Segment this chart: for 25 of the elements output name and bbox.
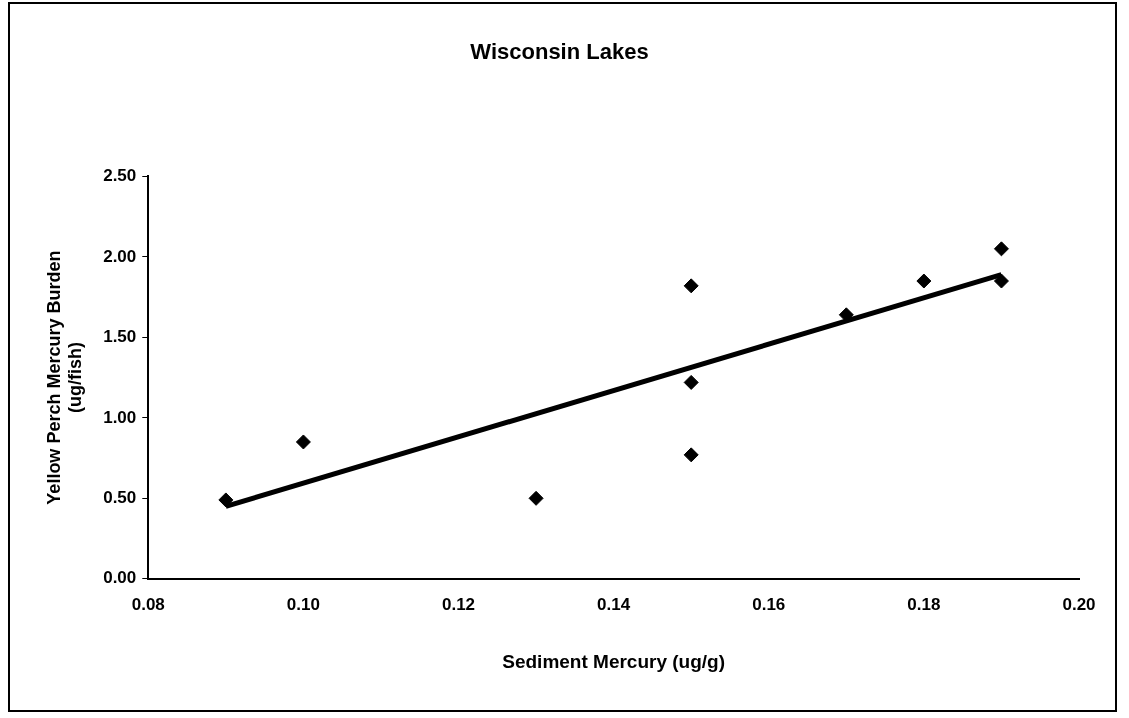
y-tick-label: 2.50 bbox=[103, 166, 137, 186]
y-tick-label: 0.50 bbox=[103, 488, 137, 508]
point bbox=[218, 492, 234, 508]
y-tick-label: 0.00 bbox=[103, 568, 137, 588]
x-tick-label: 0.16 bbox=[752, 594, 786, 614]
x-axis-title: Sediment Mercury (ug/g) bbox=[502, 650, 726, 672]
x-tick-label: 0.18 bbox=[907, 594, 941, 614]
point bbox=[993, 241, 1009, 257]
point bbox=[683, 278, 699, 294]
y-tick-label: 1.00 bbox=[103, 407, 137, 427]
x-tick-label: 0.12 bbox=[441, 594, 476, 614]
point bbox=[993, 273, 1009, 289]
x-tick-label: 0.20 bbox=[1062, 594, 1096, 614]
y-axis-title: Yellow Perch Mercury Burden (ug/fish) bbox=[43, 250, 86, 505]
y-tick-label: 2.00 bbox=[103, 246, 137, 266]
x-tick-label: 0.10 bbox=[286, 594, 320, 614]
point bbox=[683, 447, 699, 463]
point bbox=[683, 374, 699, 390]
x-tick-label: 0.08 bbox=[131, 594, 165, 614]
y-tick-label: 1.50 bbox=[103, 327, 137, 347]
point bbox=[528, 490, 544, 506]
point bbox=[295, 434, 311, 450]
chart-title: Wisconsin Lakes bbox=[470, 39, 649, 65]
x-tick-label: 0.14 bbox=[597, 594, 631, 614]
point bbox=[916, 273, 932, 289]
